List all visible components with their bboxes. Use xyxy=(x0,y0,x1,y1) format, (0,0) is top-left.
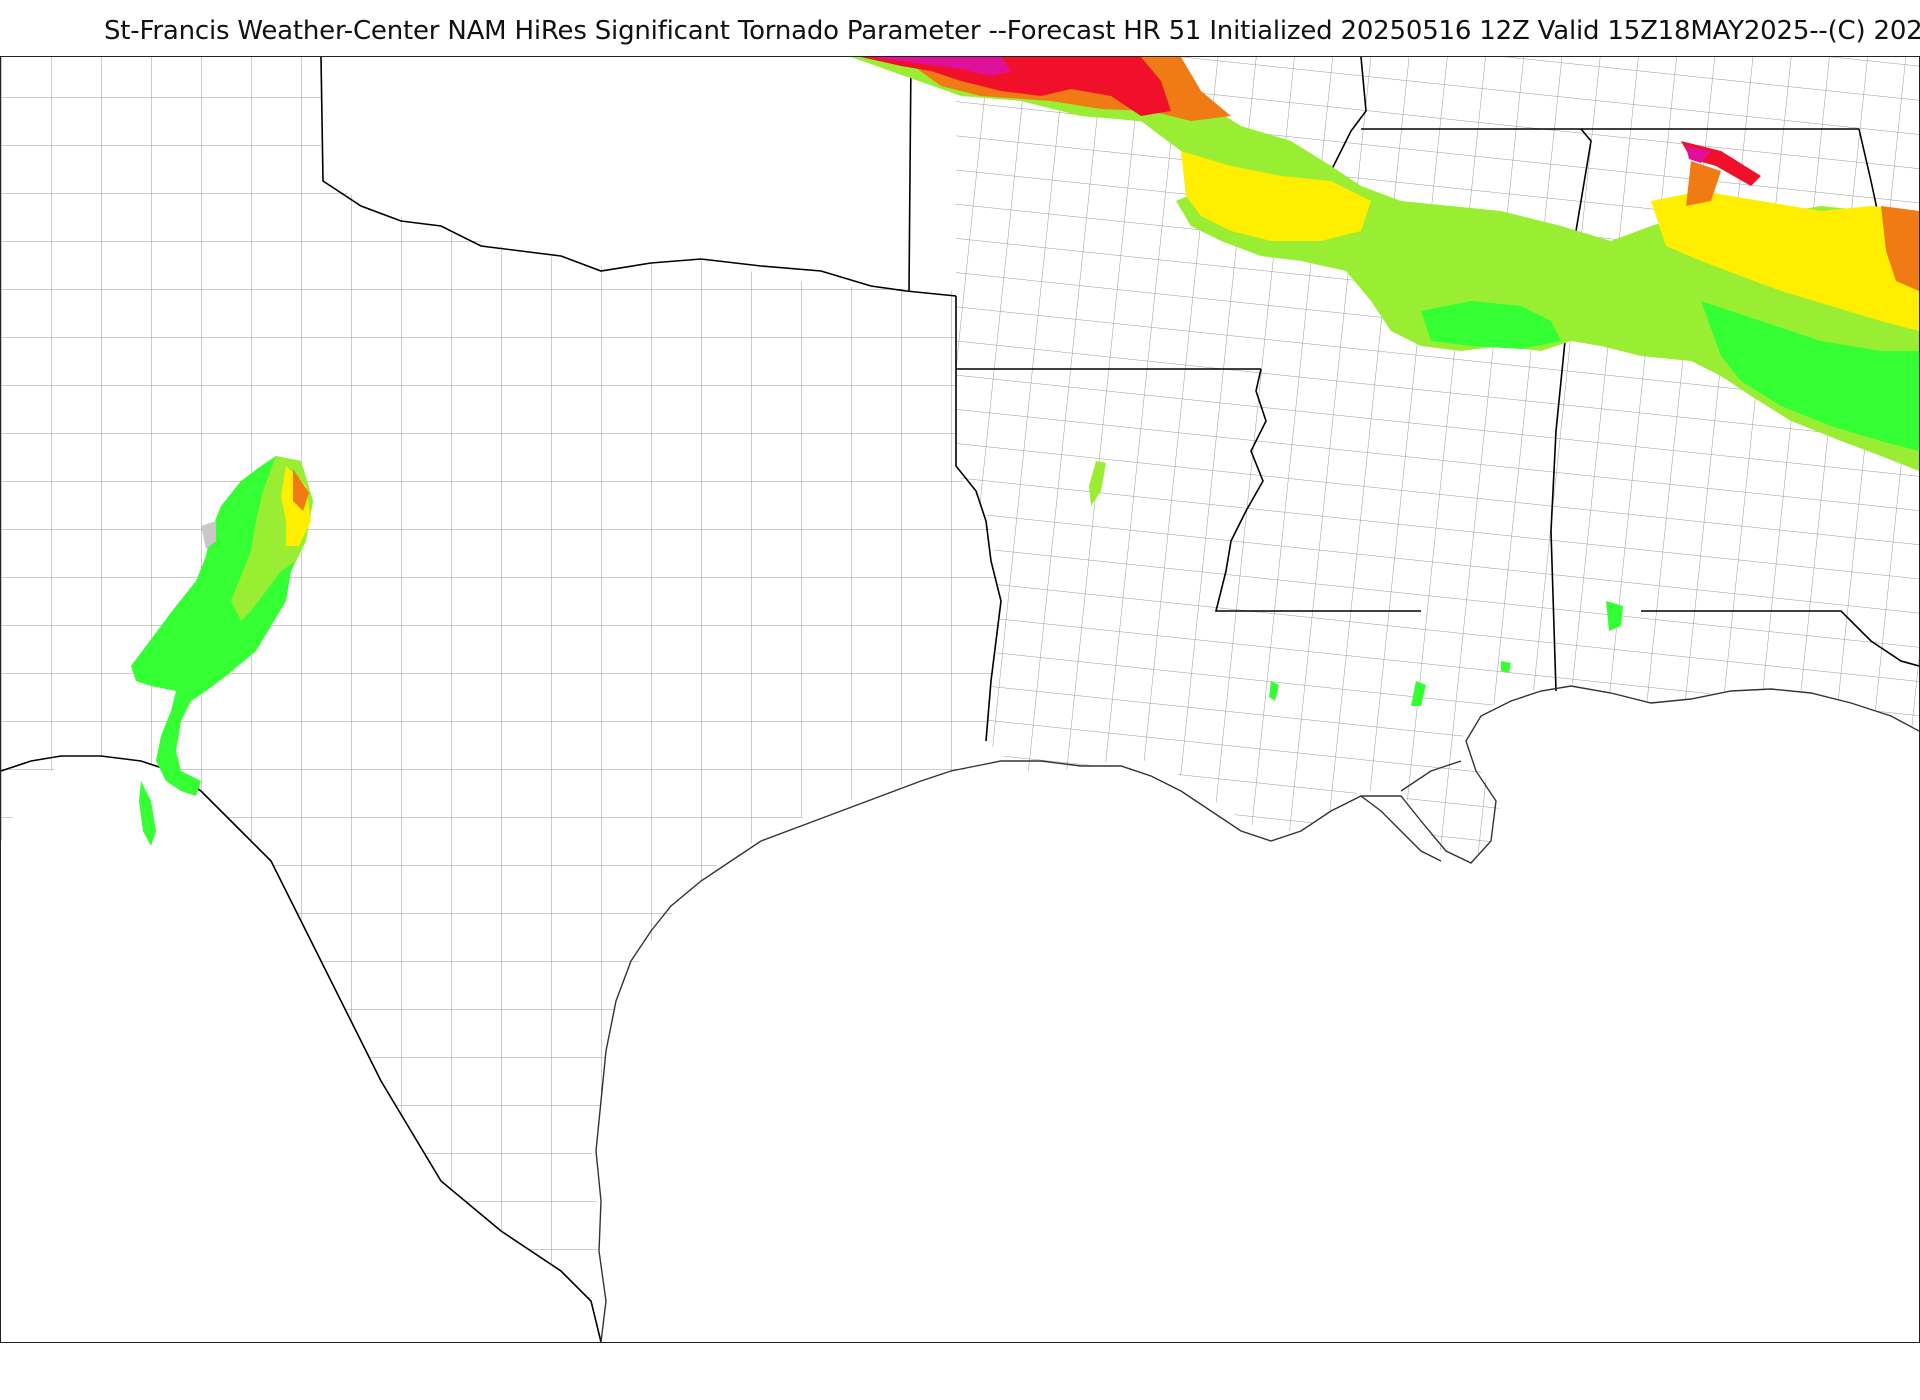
map-title-text: St-Francis Weather-Center NAM HiRes Sign… xyxy=(104,16,1920,46)
map-title: St-Francis Weather-Center NAM HiRes Sign… xyxy=(0,0,1920,56)
land-texas xyxy=(1,57,1001,1301)
stp-band-north xyxy=(851,57,1919,471)
weather-map xyxy=(1,57,1919,1342)
stp-band-west xyxy=(131,456,1623,846)
map-frame xyxy=(0,56,1920,1343)
land-east xyxy=(956,57,1919,861)
gulf-coastline xyxy=(595,685,1919,1342)
